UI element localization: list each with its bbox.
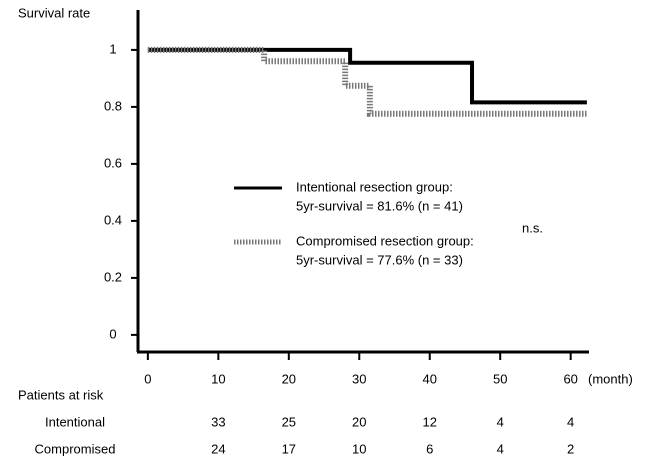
risk-value: 12 <box>423 414 437 429</box>
x-axis-unit: (month) <box>588 371 633 386</box>
risk-row-label: Compromised <box>35 441 116 456</box>
x-tick-label: 50 <box>493 371 507 386</box>
x-tick-label: 0 <box>144 371 151 386</box>
risk-title: Patients at risk <box>18 387 104 402</box>
legend-note: 5yr-survival = 77.6% (n = 33) <box>296 252 463 267</box>
risk-value: 6 <box>426 441 433 456</box>
x-tick-label: 20 <box>282 371 296 386</box>
risk-value: 4 <box>497 441 504 456</box>
legend-note: 5yr-survival = 81.6% (n = 41) <box>296 198 463 213</box>
y-tick-label: 0.8 <box>104 98 122 113</box>
survival-curve <box>147 46 587 117</box>
risk-value: 2 <box>567 441 574 456</box>
risk-value: 25 <box>282 414 296 429</box>
risk-value: 10 <box>352 441 366 456</box>
annotation: n.s. <box>522 220 543 235</box>
x-tick-label: 60 <box>563 371 577 386</box>
x-tick-label: 10 <box>211 371 225 386</box>
x-tick-label: 30 <box>352 371 366 386</box>
legend-label: Intentional resection group: <box>296 179 453 194</box>
y-tick-label: 1 <box>109 41 116 56</box>
y-tick-label: 0.2 <box>104 269 122 284</box>
legend-label: Compromised resection group: <box>296 233 474 248</box>
y-tick-label: 0.4 <box>104 212 122 227</box>
risk-value: 24 <box>211 441 225 456</box>
risk-row-label: Intentional <box>45 414 105 429</box>
risk-value: 4 <box>567 414 574 429</box>
y-tick-label: 0.6 <box>104 155 122 170</box>
x-tick-label: 40 <box>423 371 437 386</box>
survival-curve <box>147 47 587 105</box>
risk-value: 20 <box>352 414 366 429</box>
y-tick-label: 0 <box>109 326 116 341</box>
risk-value: 17 <box>282 441 296 456</box>
risk-value: 4 <box>497 414 504 429</box>
y-axis-label: Survival rate <box>18 5 90 20</box>
risk-value: 33 <box>211 414 225 429</box>
